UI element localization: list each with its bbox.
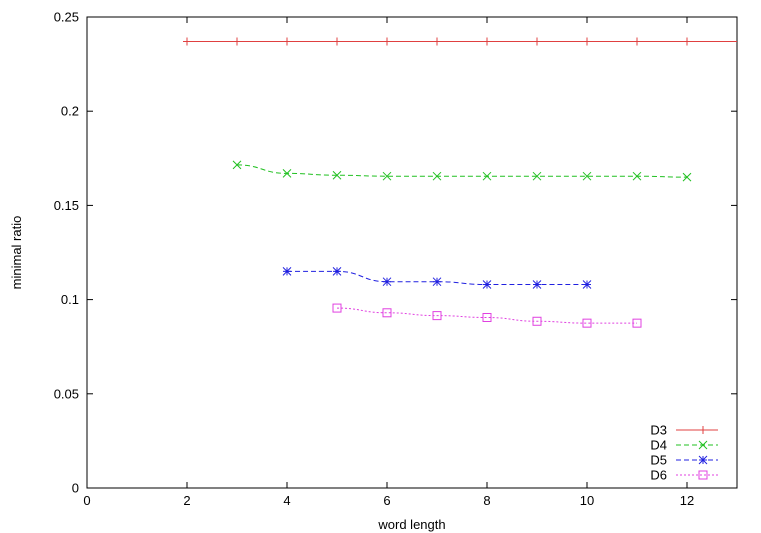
legend-label: D6 (650, 468, 667, 483)
data-point-d3 (233, 37, 241, 46)
data-point-d4 (632, 171, 642, 181)
legend-marker (699, 426, 707, 434)
data-point-d3 (483, 37, 491, 46)
data-point-d6 (632, 318, 642, 328)
data-point-d6 (482, 312, 492, 322)
data-point-d6 (432, 311, 442, 321)
legend-marker (698, 470, 708, 480)
x-tick-label: 6 (383, 493, 390, 508)
data-point-d5 (482, 280, 492, 289)
legend-marker (698, 455, 708, 465)
legend-entry-d3: D3 (650, 423, 718, 438)
legend-label: D3 (650, 423, 667, 438)
data-point-d3 (683, 37, 691, 46)
data-point-d5 (282, 266, 292, 276)
data-point-d6 (582, 318, 592, 328)
data-point-d3 (633, 37, 641, 46)
legend-label: D5 (650, 453, 667, 468)
legend-marker (698, 440, 708, 450)
y-axis-title: minimal ratio (9, 216, 24, 290)
legend-label: D4 (650, 438, 667, 453)
x-tick-label: 8 (483, 493, 490, 508)
x-tick-label: 12 (680, 493, 694, 508)
y-tick-label: 0 (72, 481, 79, 496)
data-point-d3 (433, 37, 441, 46)
data-point-d5 (432, 277, 442, 287)
x-tick-label: 4 (283, 493, 290, 508)
data-point-d6 (532, 316, 542, 326)
axes: 0 2 4 6 8 10 12 0 0.05 0.1 0.15 0.2 0.25 (54, 10, 738, 508)
data-point-d4 (282, 169, 292, 178)
y-tick-label: 0.25 (54, 10, 79, 25)
x-axis-title: word length (377, 517, 445, 532)
legend-entry-d5: D5 (650, 453, 718, 468)
y-tick-label: 0.1 (61, 292, 79, 307)
legend-entry-d4: D4 (650, 438, 718, 453)
data-point-d4 (482, 171, 492, 181)
data-point-d3 (283, 37, 291, 46)
data-point-d5 (332, 266, 342, 276)
data-point-d6 (382, 308, 392, 318)
data-point-d4 (582, 171, 592, 181)
data-point-d6 (332, 303, 342, 313)
data-point-d5 (532, 280, 542, 289)
series-d5 (282, 266, 592, 289)
y-tick-label: 0.05 (54, 386, 79, 401)
series-layer (183, 37, 737, 328)
data-point-d4 (532, 171, 542, 181)
data-point-d5 (582, 280, 592, 289)
legend-entry-d6: D6 (650, 468, 718, 483)
data-point-d3 (583, 37, 591, 46)
series-line-d6 (336, 307, 637, 324)
y-tick-label: 0.15 (54, 198, 79, 213)
data-point-d4 (232, 160, 242, 170)
data-point-d5 (382, 277, 392, 287)
data-point-d4 (332, 170, 342, 180)
y-tick-label: 0.2 (61, 104, 79, 119)
data-point-d4 (682, 172, 692, 182)
series-d3 (183, 37, 737, 46)
data-point-d3 (533, 37, 541, 46)
data-point-d4 (432, 171, 442, 181)
plot-frame (86, 16, 738, 489)
data-point-d4 (382, 171, 392, 181)
series-d4 (232, 160, 692, 182)
data-point-d3 (333, 37, 341, 46)
data-point-d3 (383, 37, 391, 46)
x-tick-label: 2 (183, 493, 190, 508)
series-line-d4 (236, 164, 688, 178)
data-point-d3 (183, 37, 191, 46)
series-d6 (332, 303, 642, 328)
x-tick-label: 10 (580, 493, 594, 508)
x-tick-label: 0 (83, 493, 90, 508)
